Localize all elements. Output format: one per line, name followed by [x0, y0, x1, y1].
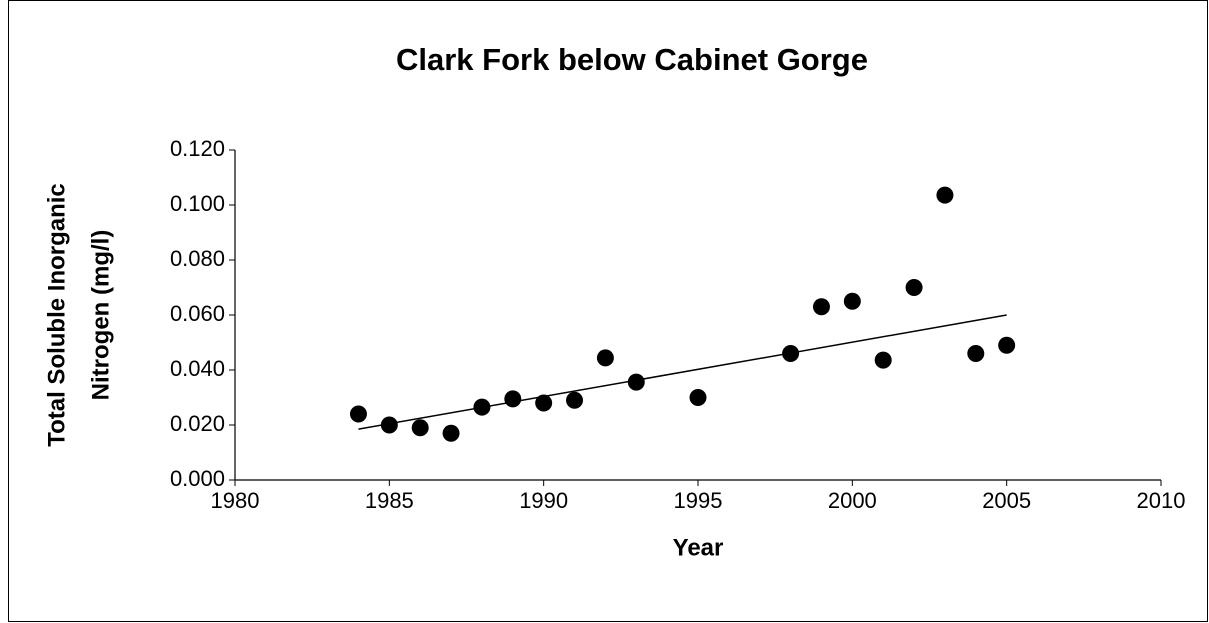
data-point — [812, 298, 830, 316]
y-tick-label: 0.120 — [170, 136, 225, 161]
data-point — [442, 424, 460, 442]
data-point — [967, 345, 985, 362]
data-point — [380, 416, 398, 434]
data-point — [874, 351, 892, 369]
data-point — [566, 391, 584, 409]
x-tick-label: 2005 — [982, 488, 1031, 513]
data-point — [349, 405, 367, 423]
data-point — [504, 390, 522, 408]
x-tick-label: 1985 — [365, 488, 414, 513]
chart-title: Clark Fork below Cabinet Gorge — [396, 42, 868, 77]
x-tick-label: 1995 — [674, 488, 723, 513]
y-axis-title: Total Soluble Inorganic — [43, 183, 70, 447]
chart-frame — [8, 0, 1208, 622]
data-point — [843, 292, 861, 310]
x-tick-label: 2000 — [828, 488, 877, 513]
trend-line — [358, 314, 1007, 430]
x-tick-label: 1990 — [519, 488, 568, 513]
y-tick-label: 0.040 — [170, 356, 225, 381]
data-point — [998, 336, 1016, 354]
x-tick-label: 1980 — [211, 488, 260, 513]
y-tick-label: 0.000 — [170, 466, 225, 491]
y-tick-label: 0.020 — [170, 411, 225, 436]
data-point — [411, 419, 429, 437]
data-point — [689, 389, 707, 406]
data-point — [535, 394, 553, 412]
y-tick-label: 0.100 — [170, 191, 225, 216]
x-axis-title: Year — [673, 534, 724, 561]
y-axis-title: Nitrogen (mg/l) — [87, 230, 114, 401]
data-point — [627, 373, 645, 391]
y-tick-label: 0.080 — [170, 246, 225, 271]
y-tick-label: 0.060 — [170, 301, 225, 326]
data-point — [905, 279, 923, 296]
data-point — [473, 398, 491, 416]
data-point — [596, 349, 614, 367]
data-point — [782, 345, 800, 362]
x-tick-label: 2010 — [1137, 488, 1186, 513]
data-point — [936, 186, 954, 204]
